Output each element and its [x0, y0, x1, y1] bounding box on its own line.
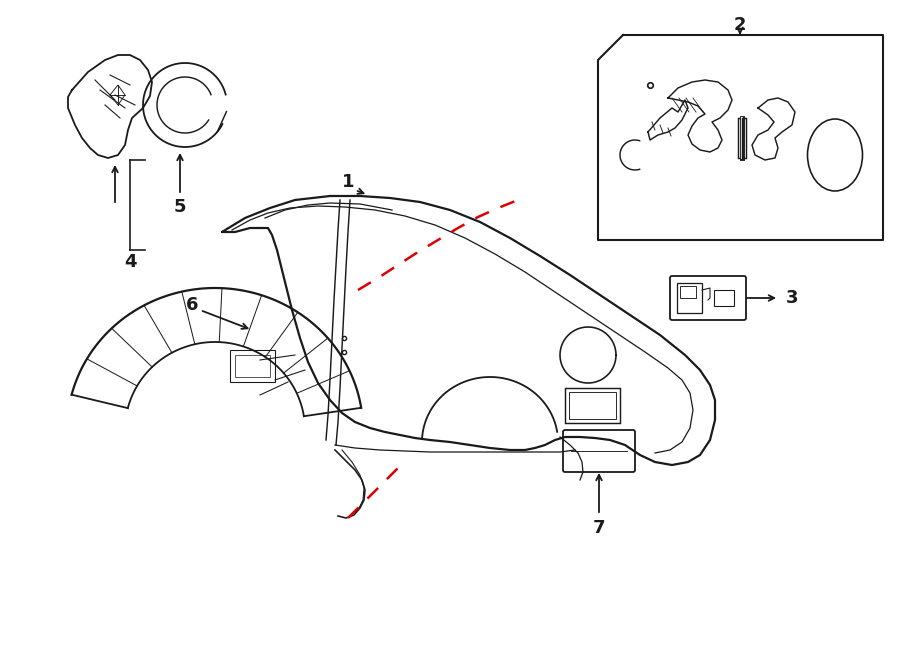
Text: 1: 1 — [342, 173, 355, 191]
Text: 7: 7 — [593, 519, 605, 537]
Bar — [565, 388, 620, 423]
Text: 6: 6 — [185, 296, 198, 314]
Bar — [714, 290, 734, 306]
Text: 5: 5 — [174, 198, 186, 216]
Bar — [569, 392, 616, 419]
Bar — [738, 118, 746, 158]
Bar — [230, 350, 275, 382]
Bar — [235, 355, 270, 377]
Text: 4: 4 — [124, 253, 136, 271]
Text: 3: 3 — [786, 289, 798, 307]
Bar — [677, 283, 702, 313]
Text: 2: 2 — [734, 16, 746, 34]
Bar — [680, 286, 696, 298]
